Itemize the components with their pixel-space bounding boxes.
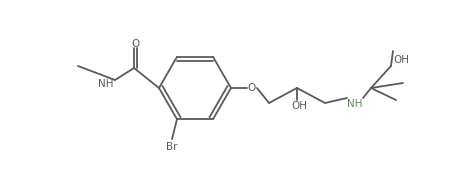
Text: NH: NH <box>347 99 363 109</box>
Text: O: O <box>248 83 256 93</box>
Text: NH: NH <box>98 79 114 89</box>
Text: Br: Br <box>166 142 178 152</box>
Text: OH: OH <box>393 55 409 65</box>
Text: OH: OH <box>291 101 307 111</box>
Text: O: O <box>131 39 139 49</box>
